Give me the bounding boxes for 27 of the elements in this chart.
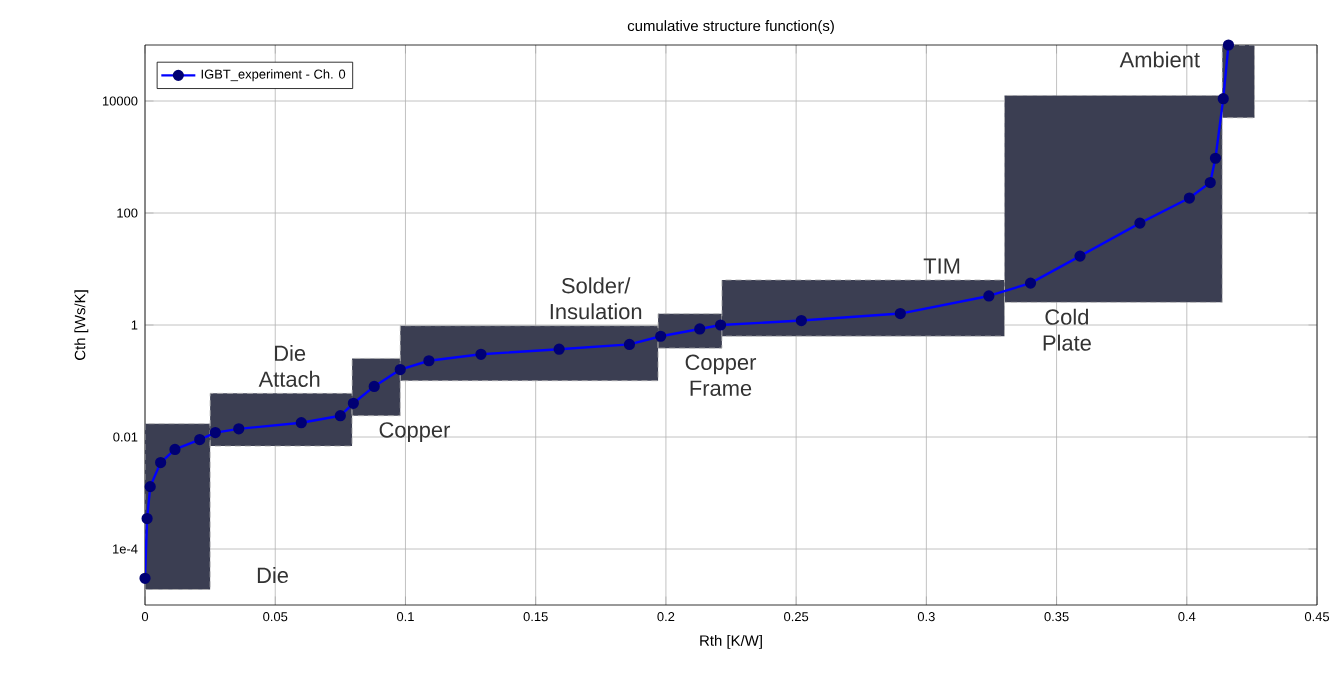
band-label: Copper [379, 422, 451, 442]
x-tick-label: 0.2 [657, 612, 675, 622]
y-tick-label: 1e-4 [113, 544, 138, 554]
x-tick-label: 0.25 [784, 612, 809, 622]
band-label: Cold Plate [1043, 308, 1091, 351]
band-label: Ambient [1119, 51, 1200, 68]
band-label: Solder/ Insulation [550, 277, 642, 320]
x-axis-title: Rth [K/W] [700, 634, 762, 649]
x-tick-label: 0.4 [1178, 612, 1196, 622]
x-tick-label: 0.05 [263, 612, 288, 622]
band-label: Die Attach [258, 344, 320, 387]
band-label: TIM [923, 258, 960, 274]
y-tick-label: 10000 [102, 96, 138, 106]
y-axis-title: Cth [Ws/K] [74, 290, 89, 360]
x-tick-label: 0 [141, 612, 149, 622]
x-tick-label: 0.45 [1304, 612, 1330, 622]
x-tick-label: 0.1 [396, 612, 414, 622]
x-tick-label: 0.35 [1044, 612, 1069, 622]
band-label: Copper Frame [685, 354, 757, 396]
x-tick-label: 0.3 [917, 612, 935, 622]
band-label: Die [257, 567, 288, 584]
legend-label: IGBT_experiment - Ch. 0 [201, 69, 346, 82]
y-tick-label: 1 [131, 320, 138, 330]
chart-title: cumulative structure function(s) [627, 20, 834, 35]
y-tick-label: 0.01 [113, 432, 138, 442]
x-tick-label: 0.15 [523, 612, 548, 622]
y-tick-label: 100 [117, 208, 138, 218]
